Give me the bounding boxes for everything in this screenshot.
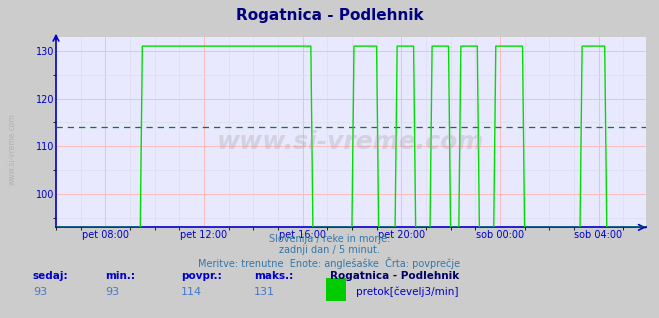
Text: Rogatnica - Podlehnik: Rogatnica - Podlehnik xyxy=(330,272,459,281)
Text: min.:: min.: xyxy=(105,272,136,281)
Text: povpr.:: povpr.: xyxy=(181,272,222,281)
Text: www.si-vreme.com: www.si-vreme.com xyxy=(8,114,17,185)
Text: pretok[čevelj3/min]: pretok[čevelj3/min] xyxy=(356,287,459,297)
Text: 114: 114 xyxy=(181,287,202,297)
Text: sedaj:: sedaj: xyxy=(33,272,69,281)
Text: 131: 131 xyxy=(254,287,275,297)
Text: zadnji dan / 5 minut.: zadnji dan / 5 minut. xyxy=(279,245,380,255)
Text: Rogatnica - Podlehnik: Rogatnica - Podlehnik xyxy=(236,8,423,23)
Text: Slovenija / reke in morje.: Slovenija / reke in morje. xyxy=(269,234,390,244)
Text: www.si-vreme.com: www.si-vreme.com xyxy=(217,129,484,154)
Text: 93: 93 xyxy=(105,287,119,297)
Text: maks.:: maks.: xyxy=(254,272,293,281)
Text: Meritve: trenutne  Enote: anglešaške  Črta: povprečje: Meritve: trenutne Enote: anglešaške Črta… xyxy=(198,257,461,269)
Text: 93: 93 xyxy=(33,287,47,297)
